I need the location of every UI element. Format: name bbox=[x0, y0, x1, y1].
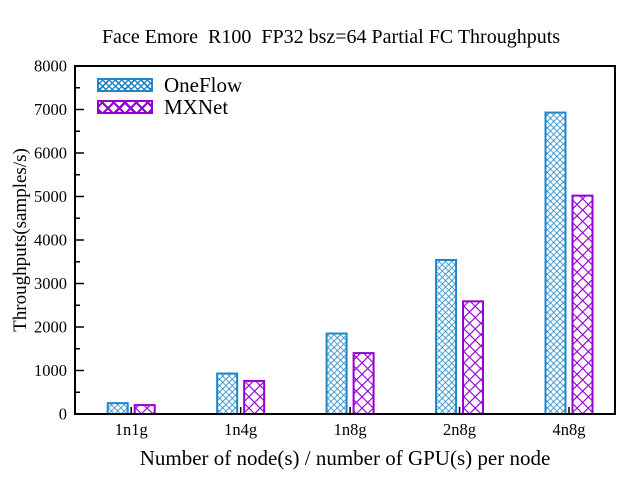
svg-text:4000: 4000 bbox=[34, 231, 67, 250]
svg-text:3000: 3000 bbox=[34, 274, 67, 293]
svg-text:8000: 8000 bbox=[34, 57, 67, 76]
legend-item-oneflow: OneFlow bbox=[97, 74, 242, 96]
svg-text:0: 0 bbox=[59, 405, 67, 424]
chart-title: Face Emore R100 FP32 bsz=64 Partial FC T… bbox=[101, 26, 561, 48]
legend-label-oneflow: OneFlow bbox=[164, 73, 243, 97]
svg-text:6000: 6000 bbox=[34, 144, 67, 163]
svg-text:1n1g: 1n1g bbox=[115, 420, 148, 439]
svg-text:4n8g: 4n8g bbox=[553, 420, 586, 439]
legend-label-mxnet: MXNet bbox=[164, 95, 229, 119]
mxnet-swatch-icon bbox=[97, 100, 153, 114]
legend: OneFlow MXNet bbox=[97, 74, 242, 118]
svg-text:2000: 2000 bbox=[34, 318, 67, 337]
legend-item-mxnet: MXNet bbox=[97, 96, 242, 118]
svg-text:5000: 5000 bbox=[34, 187, 67, 206]
svg-text:2n8g: 2n8g bbox=[443, 420, 476, 439]
oneflow-swatch-icon bbox=[97, 78, 153, 92]
svg-text:1000: 1000 bbox=[34, 361, 67, 380]
svg-text:1n4g: 1n4g bbox=[224, 420, 257, 439]
svg-text:1n8g: 1n8g bbox=[334, 420, 367, 439]
x-axis-label: Number of node(s) / number of GPU(s) per… bbox=[139, 446, 551, 470]
svg-text:7000: 7000 bbox=[34, 100, 67, 119]
